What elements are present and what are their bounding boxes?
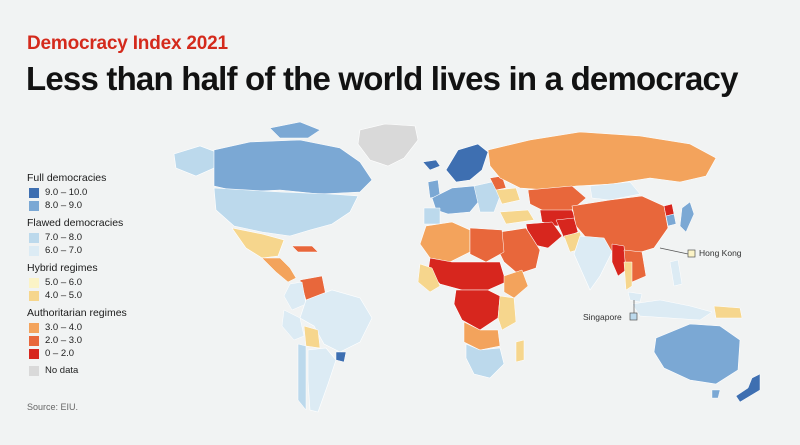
legend-swatch bbox=[29, 322, 39, 333]
region-central-africa bbox=[453, 289, 501, 331]
chart-headline: Less than half of the world lives in a d… bbox=[26, 60, 738, 97]
legend-item: 4.0 – 5.0 bbox=[29, 289, 187, 302]
region-iceland bbox=[422, 159, 441, 171]
legend-item: 6.0 – 7.0 bbox=[29, 244, 187, 257]
legend-group-title: Flawed democracies bbox=[27, 217, 124, 229]
region-scandinavia bbox=[445, 143, 489, 183]
region-egypt-libya bbox=[469, 227, 505, 263]
region-central-america bbox=[261, 257, 297, 283]
legend-swatch bbox=[29, 200, 39, 211]
region-madagascar bbox=[515, 339, 525, 363]
source-note: Source: EIU. bbox=[27, 402, 79, 412]
region-chile bbox=[297, 343, 307, 411]
region-mongolia bbox=[589, 181, 641, 201]
region-canada bbox=[213, 139, 373, 195]
region-tasmania bbox=[711, 389, 721, 399]
region-eastern-europe bbox=[473, 181, 501, 213]
region-greenland bbox=[357, 123, 419, 167]
legend-item: 5.0 – 6.0 bbox=[29, 276, 187, 289]
region-south-korea bbox=[665, 213, 677, 227]
singapore-callout bbox=[629, 300, 638, 321]
region-west-africa bbox=[417, 263, 441, 293]
region-colombia bbox=[283, 281, 307, 311]
legend-item: 2.0 – 3.0 bbox=[29, 334, 187, 347]
hong-kong-label: Hong Kong bbox=[699, 248, 742, 258]
singapore-label: Singapore bbox=[583, 312, 622, 322]
region-argentina bbox=[307, 347, 337, 413]
region-mexico bbox=[231, 227, 285, 259]
region-russia bbox=[487, 131, 717, 191]
legend-label: 2.0 – 3.0 bbox=[45, 335, 82, 346]
region-papua bbox=[713, 305, 743, 319]
legend-swatch bbox=[29, 245, 39, 256]
region-ukraine bbox=[495, 187, 521, 205]
legend-item: 9.0 – 10.0 bbox=[29, 186, 187, 199]
legend-swatch bbox=[29, 277, 39, 288]
hong-kong-callout bbox=[659, 247, 696, 258]
region-uruguay bbox=[335, 351, 347, 363]
region-indonesia bbox=[631, 299, 713, 321]
legend-swatch bbox=[29, 365, 39, 376]
region-angola-zambia bbox=[463, 321, 501, 351]
legend-item: 3.0 – 4.0 bbox=[29, 321, 187, 334]
region-malaysia bbox=[627, 291, 643, 303]
region-north-africa-west bbox=[419, 221, 471, 263]
region-belarus bbox=[489, 175, 507, 191]
region-turkey bbox=[499, 209, 535, 225]
region-peru bbox=[281, 309, 305, 341]
legend-label: 6.0 – 7.0 bbox=[45, 245, 82, 256]
region-new-zealand bbox=[735, 373, 761, 403]
region-japan bbox=[679, 201, 695, 233]
legend-label: 9.0 – 10.0 bbox=[45, 187, 88, 198]
region-myanmar bbox=[611, 243, 627, 277]
legend-swatch bbox=[29, 290, 39, 301]
legend-group-title: Authoritarian regimes bbox=[27, 307, 127, 319]
region-east-africa bbox=[497, 295, 517, 331]
region-horn-africa bbox=[503, 269, 529, 299]
legend-label: 3.0 – 4.0 bbox=[45, 322, 82, 333]
region-india bbox=[573, 235, 613, 291]
legend-swatch bbox=[29, 335, 39, 346]
legend-group-title: Hybrid regimes bbox=[27, 262, 98, 274]
region-cuba bbox=[291, 245, 319, 253]
legend-item-no-data: No data bbox=[29, 364, 187, 377]
region-southern-africa bbox=[465, 343, 505, 379]
legend-swatch bbox=[29, 232, 39, 243]
region-brazil bbox=[299, 289, 373, 353]
region-bolivia bbox=[303, 325, 321, 349]
legend-item: 7.0 – 8.0 bbox=[29, 231, 187, 244]
region-canada-islands bbox=[269, 121, 321, 139]
map-legend: Full democracies 9.0 – 10.0 8.0 – 9.0 Flawe… bbox=[27, 172, 187, 377]
region-thailand bbox=[623, 261, 633, 291]
region-australia bbox=[653, 323, 741, 385]
legend-label: 0 – 2.0 bbox=[45, 348, 75, 359]
region-iberia bbox=[423, 207, 441, 225]
legend-label: 8.0 – 9.0 bbox=[45, 200, 82, 211]
legend-item: 0 – 2.0 bbox=[29, 347, 187, 360]
legend-label: 7.0 – 8.0 bbox=[45, 232, 82, 243]
legend-label: 4.0 – 5.0 bbox=[45, 290, 82, 301]
legend-swatch bbox=[29, 348, 39, 359]
legend-item: 8.0 – 9.0 bbox=[29, 199, 187, 212]
region-philippines bbox=[669, 259, 683, 287]
chart-kicker: Democracy Index 2021 bbox=[27, 33, 228, 54]
legend-label: No data bbox=[45, 365, 79, 376]
legend-swatch bbox=[29, 187, 39, 198]
region-afghanistan bbox=[555, 217, 579, 239]
legend-group-title: Full democracies bbox=[27, 172, 107, 184]
region-usa bbox=[213, 187, 359, 237]
legend-label: 5.0 – 6.0 bbox=[45, 277, 82, 288]
